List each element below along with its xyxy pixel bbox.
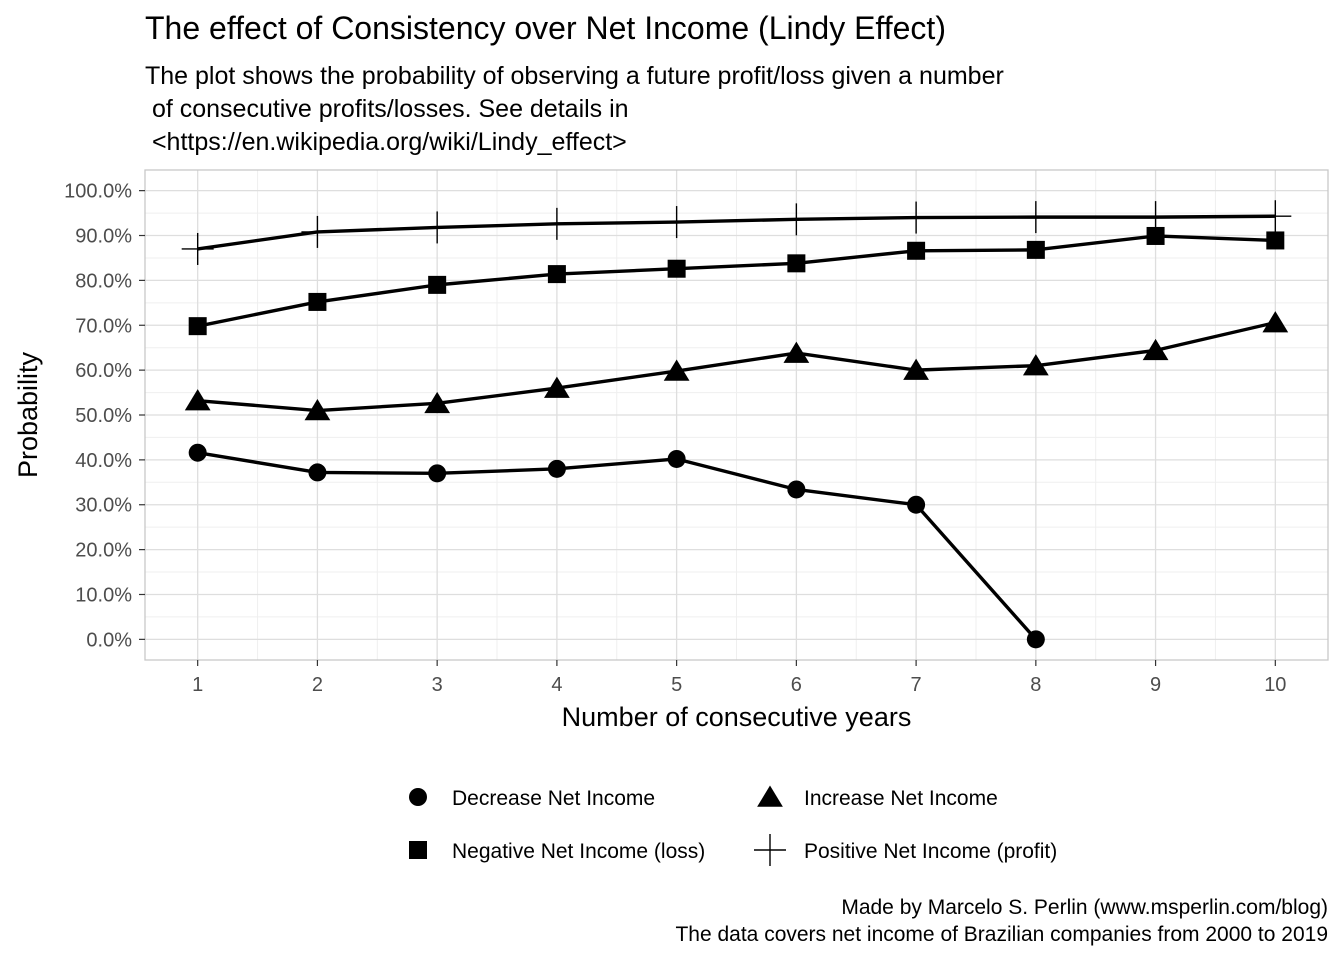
data-point-cross <box>301 215 334 248</box>
series-line <box>197 214 1276 251</box>
legend-label: Negative Net Income (loss) <box>452 840 705 863</box>
caption-line-2: The data covers net income of Brazilian … <box>675 923 1328 946</box>
legend-key-circle <box>409 788 427 806</box>
y-axis-title: Probability <box>13 351 43 478</box>
data-point-cross <box>660 206 693 239</box>
series-line <box>197 320 1276 413</box>
caption-line-1: Made by Marcelo S. Perlin (www.msperlin.… <box>841 896 1328 919</box>
data-point-square <box>308 292 327 311</box>
x-tick-label: 1 <box>192 674 203 696</box>
y-tick-label: 30.0% <box>75 495 132 517</box>
y-tick-label: 70.0% <box>75 315 132 337</box>
x-tick-label: 2 <box>312 674 323 696</box>
series-circle <box>188 443 1045 649</box>
data-point-circle <box>667 449 686 468</box>
x-tick-label: 3 <box>432 674 443 696</box>
data-point-square <box>667 259 686 278</box>
x-tick-label: 4 <box>551 674 562 696</box>
series-square <box>188 226 1285 336</box>
data-point-cross <box>1019 201 1052 234</box>
x-tick-label: 8 <box>1030 674 1041 696</box>
legend-key-cross <box>754 834 786 866</box>
data-point-triangle <box>1142 338 1169 361</box>
y-tick-label: 10.0% <box>75 584 132 606</box>
data-point-cross <box>421 211 454 244</box>
data-point-square <box>1266 231 1285 250</box>
x-tick-label: 7 <box>911 674 922 696</box>
data-point-circle <box>907 495 926 514</box>
series-line <box>197 234 1276 328</box>
series-triangle <box>184 311 1289 421</box>
data-point-square <box>428 275 447 294</box>
y-tick-label: 60.0% <box>75 360 132 382</box>
data-point-square <box>547 265 566 284</box>
legend-key-square <box>409 841 427 859</box>
chart-subtitle: The plot shows the probability of observ… <box>145 62 1004 156</box>
data-point-circle <box>428 464 447 483</box>
data-point-triangle <box>424 391 451 414</box>
data-point-circle <box>188 443 207 462</box>
y-tick-label: 90.0% <box>75 226 132 248</box>
data-point-circle <box>1026 630 1045 649</box>
legend-label: Decrease Net Income <box>452 787 655 810</box>
data-point-triangle <box>1022 354 1049 376</box>
y-tick-label: 0.0% <box>86 629 132 651</box>
legend-key-triangle <box>757 785 783 807</box>
chart-caption: Made by Marcelo S. Perlin (www.msperlin.… <box>675 894 1328 948</box>
major-gridlines <box>145 170 1328 660</box>
data-point-cross <box>780 203 813 236</box>
legend-item: Positive Net Income (profit) <box>754 834 1057 866</box>
data-point-circle <box>787 480 806 499</box>
data-point-square <box>1026 240 1045 259</box>
y-axis: 0.0% 10.0% 20.0% 30.0% 40.0% 50.0% 60.0% 70.0% 8… <box>64 181 145 651</box>
y-tick-label: 50.0% <box>75 405 132 427</box>
series-cross <box>181 200 1292 265</box>
legend-item: Decrease Net Income <box>409 787 655 810</box>
x-axis: 1 2 3 4 5 6 7 8 9 10 <box>192 660 1286 696</box>
legend-item: Negative Net Income (loss) <box>409 840 705 863</box>
data-point-triangle <box>663 359 690 381</box>
x-tick-label: 9 <box>1150 674 1161 696</box>
data-point-triangle <box>783 341 810 363</box>
data-point-cross <box>1259 200 1292 233</box>
y-tick-label: 20.0% <box>75 540 132 562</box>
series-line <box>197 451 1038 641</box>
data-point-square <box>188 317 207 336</box>
legend-label: Positive Net Income (profit) <box>804 840 1057 863</box>
legend: Decrease Net Income Increase Net Income Ne… <box>409 785 1057 866</box>
series-layer <box>181 200 1292 649</box>
data-point-circle <box>308 463 327 482</box>
chart-title: The effect of Consistency over Net Incom… <box>145 10 946 46</box>
data-point-circle <box>547 459 566 478</box>
y-tick-label: 40.0% <box>75 450 132 472</box>
x-tick-label: 10 <box>1264 674 1286 696</box>
data-point-square <box>907 241 926 260</box>
data-point-cross <box>181 232 214 265</box>
data-point-triangle <box>903 358 929 380</box>
x-tick-label: 6 <box>791 674 802 696</box>
legend-label: Increase Net Income <box>804 787 998 810</box>
legend-item: Increase Net Income <box>757 785 998 810</box>
x-axis-title: Number of consecutive years <box>562 702 912 732</box>
data-point-square <box>1146 226 1165 245</box>
data-point-cross <box>1139 201 1172 234</box>
data-point-triangle <box>1262 311 1289 333</box>
y-tick-label: 100.0% <box>64 181 132 203</box>
data-point-triangle <box>304 399 331 421</box>
data-point-square <box>787 254 806 273</box>
x-tick-label: 5 <box>671 674 682 696</box>
data-point-triangle <box>544 376 570 398</box>
minor-gridlines <box>145 170 1328 660</box>
data-point-cross <box>900 201 933 234</box>
data-point-cross <box>540 207 573 240</box>
y-tick-label: 80.0% <box>75 270 132 292</box>
data-point-triangle <box>184 389 211 411</box>
